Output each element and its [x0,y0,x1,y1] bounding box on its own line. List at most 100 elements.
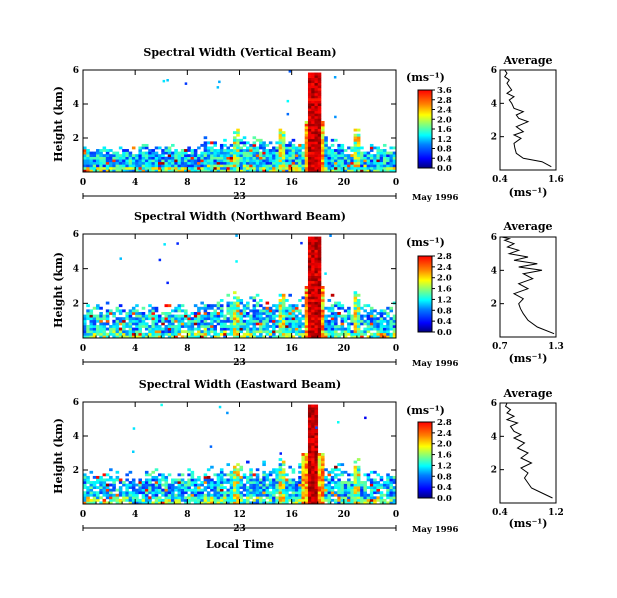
heatmap-cell [317,113,322,117]
heatmap-cell [307,273,312,276]
heatmap-cell [298,491,302,495]
heatmap-cell [291,488,296,492]
heatmap-cell [105,473,110,477]
heatmap-cell [327,498,332,502]
heatmap-cell [226,478,231,482]
heatmap-cell [298,322,302,326]
heatmap-cell [307,103,312,106]
heatmap-cell [115,470,120,474]
heatmap-cell [337,481,341,484]
heatmap-cell [314,458,319,461]
panel-title: Spectral Width (Northward Beam) [134,210,346,223]
heatmap-cell [314,317,319,321]
heatmap-cell [177,483,182,487]
heatmap-cell [268,335,273,339]
heatmap-cells [83,403,397,505]
heatmap-cell [294,332,299,336]
heatmap-cell [232,169,237,173]
heatmap-cell [236,141,240,145]
heatmap-cell [259,325,263,328]
heatmap-cell [213,312,217,315]
colorbar-tick-label: 0.8 [437,145,452,155]
heatmap-cell [109,483,113,487]
heatmap-cell [83,325,87,328]
heatmap-cell [278,468,283,472]
heatmap-cell [160,403,163,407]
heatmap-cell [180,496,185,500]
heatmap-cell [154,146,159,150]
heatmap-cell [213,332,217,336]
heatmap-cell [232,475,237,479]
heatmap-cell [177,319,182,323]
heatmap-cell [239,481,244,484]
heatmap-cell [164,478,169,482]
heatmap-cell [285,319,289,323]
heatmap-cell [281,332,286,336]
heatmap-cell [122,332,126,336]
heatmap-cell [246,312,250,315]
heatmap-cell [304,288,309,292]
heatmap-cell [128,335,133,339]
heatmap-cell [255,498,260,502]
heatmap-cell [366,498,371,502]
heatmap-cell [376,154,380,157]
heatmap-cell [311,126,315,129]
heatmap-cell [334,486,338,489]
heatmap-cell [249,475,253,479]
heatmap-cell [281,149,286,152]
heatmap-cell [232,473,237,477]
heatmap-cell [255,493,260,497]
heatmap-cell [373,159,377,163]
heatmap-cell [366,161,371,165]
heatmap-cell [268,306,273,310]
heatmap-cell [96,493,100,497]
heatmap-cell [389,169,394,173]
heatmap-cell [314,481,319,484]
heatmap-cell [366,166,371,170]
heatmap-cell [219,493,224,497]
heatmap-cell [213,319,217,323]
heatmap-cell [353,491,358,495]
heatmap-cell [112,154,116,157]
heatmap-cell [213,169,217,173]
heatmap-cell [203,312,208,315]
heatmap-cell [144,486,149,489]
heatmap-cell [213,151,217,155]
heatmap-cell [314,332,319,336]
heatmap-cell [232,335,237,339]
heatmap-cell [373,146,377,150]
heatmap-cell [392,161,397,165]
heatmap-cell [206,468,211,472]
heatmap-cell [337,335,341,339]
heatmap-cell [180,319,185,323]
heatmap-cell [343,314,348,318]
heatmap-cell [272,312,276,315]
heatmap-cell [203,475,208,479]
heatmap-cell [236,463,240,467]
heatmap-cell [249,166,253,170]
heatmap-cell [223,491,227,495]
heatmap-cell [268,483,273,487]
heatmap-cell [171,169,175,173]
heatmap-cell [193,156,198,160]
heatmap-cell [216,483,221,487]
heatmap-cell [226,325,231,328]
heatmap-cell [157,332,162,336]
heatmap-cell [197,498,201,502]
heatmap-cell [203,317,208,321]
heatmap-cell [102,488,107,492]
heatmap-cell [298,317,302,321]
heatmap-cell [259,498,263,502]
heatmap-cell [314,491,319,495]
heatmap-cell [304,123,309,127]
heatmap-cell [206,146,211,150]
heatmap-cell [353,317,358,321]
heatmap-cell [144,159,149,163]
heatmap-cell [197,154,201,157]
heatmap-cell [138,488,142,492]
heatmap-cell [373,317,377,321]
heatmap-cell [288,159,292,163]
heatmap-cell [209,445,213,448]
heatmap-cell [311,267,315,271]
heatmap-cell [262,463,266,467]
